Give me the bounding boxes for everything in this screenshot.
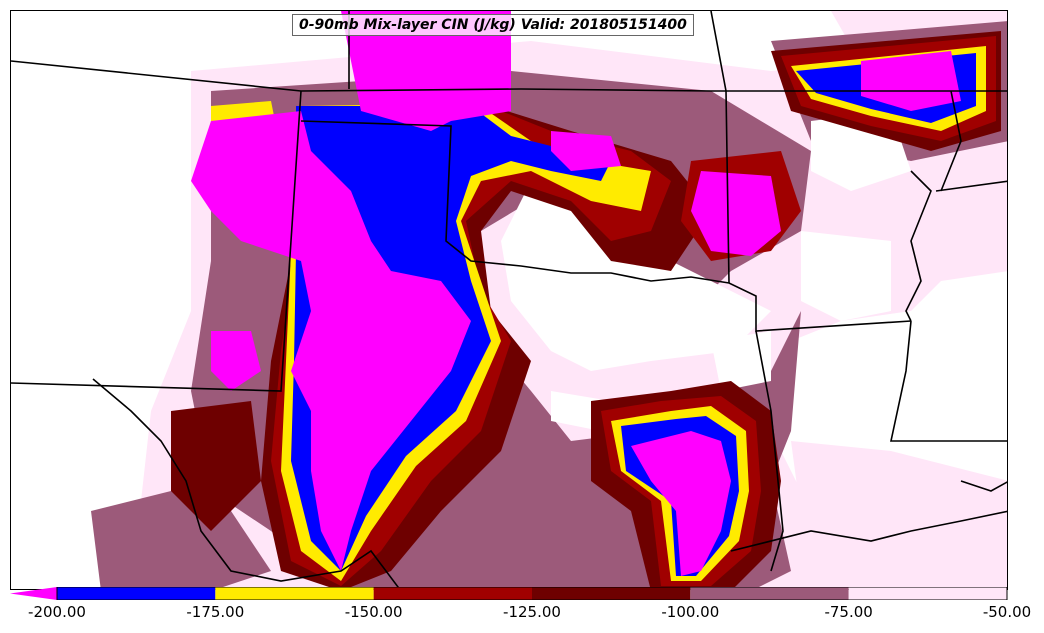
colorbar-bin — [532, 587, 691, 600]
colorbar-bin — [215, 587, 374, 600]
colorbar-tick-label: -200.00 — [28, 603, 86, 621]
colorbar — [10, 587, 1008, 600]
colorbar-tick-label: -150.00 — [344, 603, 403, 621]
map-title: 0-90mb Mix-layer CIN (J/kg) Valid: 20180… — [292, 14, 694, 36]
colorbar-bin — [373, 587, 532, 600]
cin-field-map — [11, 11, 1007, 589]
colorbar-bin — [57, 587, 216, 600]
colorbar-tick-label: -50.00 — [982, 603, 1032, 621]
colorbar-tick-label: -125.00 — [503, 603, 561, 621]
colorbar-tick-label: -100.00 — [661, 603, 720, 621]
colorbar-bin — [690, 587, 849, 600]
colorbar-tick-label: -175.00 — [186, 603, 245, 621]
colorbar-tick-label: -75.00 — [824, 603, 873, 621]
colorbar-extend-triangle — [10, 587, 57, 600]
state-boundaries — [11, 11, 1007, 589]
magenta-regions — [191, 11, 961, 576]
colorbar-bin — [848, 587, 1007, 600]
colorbar-outline — [56, 587, 1008, 600]
colorbar-bins — [57, 587, 1007, 600]
map-panel — [10, 10, 1008, 590]
